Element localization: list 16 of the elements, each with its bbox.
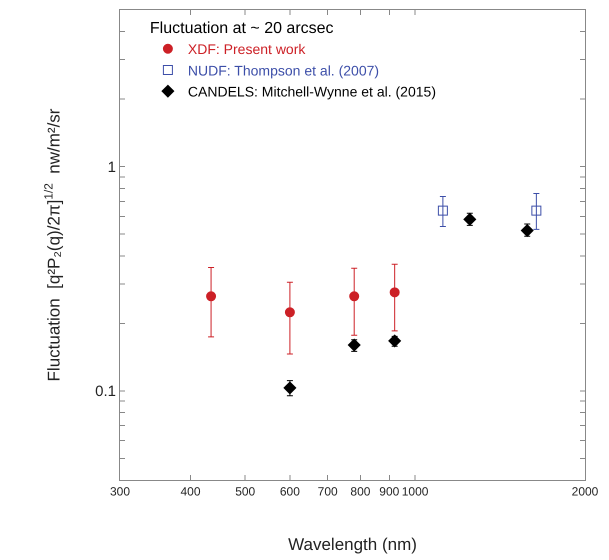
legend-label: CANDELS: Mitchell-Wynne et al. (2015) xyxy=(188,84,436,100)
x-tick-label: 300 xyxy=(110,484,130,498)
x-tick-label: 400 xyxy=(180,484,201,498)
legend-label: NUDF: Thompson et al. (2007) xyxy=(188,62,380,78)
legend-title: Fluctuation at ~ 20 arcsec xyxy=(150,20,334,38)
x-tick-label: 2000 xyxy=(572,484,599,498)
x-tick-label: 1000 xyxy=(402,484,429,498)
x-tick-label: 600 xyxy=(280,484,300,498)
y-tick-label: 1 xyxy=(108,158,116,176)
x-tick-label: 500 xyxy=(235,484,256,498)
x-axis-title: Wavelength (nm) xyxy=(288,534,417,554)
x-tick-label: 800 xyxy=(350,484,371,498)
legend-label: XDF: Present work xyxy=(188,41,306,58)
x-tick-label: 900 xyxy=(379,484,400,498)
y-tick-label: 0.1 xyxy=(95,383,116,400)
x-tick-label: 700 xyxy=(318,484,338,498)
